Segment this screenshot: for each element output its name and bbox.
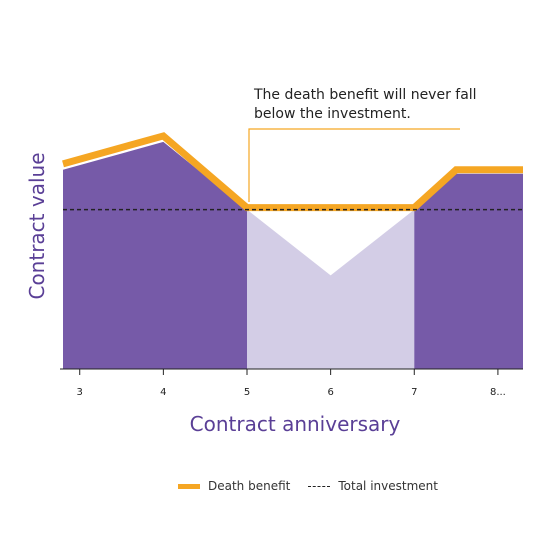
x-tick-label: 4 — [160, 387, 166, 398]
contract-value-area-left — [63, 141, 247, 369]
x-axis: 3 4 5 6 7 8... — [60, 368, 523, 398]
legend-label-death-benefit: Death benefit — [208, 479, 291, 493]
annotation-connector — [248, 128, 460, 202]
lines-group — [62, 128, 523, 212]
total-investment-swatch — [308, 485, 331, 487]
death-benefit-swatch — [178, 483, 200, 489]
x-tick-label: 7 — [411, 387, 417, 398]
contract-value-dip — [247, 209, 415, 276]
y-axis-label: Contract value — [25, 152, 49, 300]
legend-item-total-investment: Total investment — [308, 479, 438, 493]
x-tick-label: 8... — [490, 387, 506, 398]
contract-value-area-group — [63, 141, 523, 369]
death-benefit-line — [62, 132, 523, 212]
legend-label-total-investment: Total investment — [338, 479, 438, 493]
contract-value-area-right — [414, 173, 523, 369]
annotation-text: The death benefit will never fall below … — [254, 87, 477, 122]
legend: Death benefit Total investment — [178, 479, 456, 493]
x-tick-label: 3 — [77, 387, 83, 398]
x-axis-label: Contract anniversary — [189, 412, 401, 436]
highlight-band — [247, 209, 415, 369]
x-tick-label: 5 — [244, 387, 250, 398]
legend-item-death-benefit: Death benefit — [178, 479, 290, 493]
x-tick-label: 6 — [327, 387, 333, 398]
